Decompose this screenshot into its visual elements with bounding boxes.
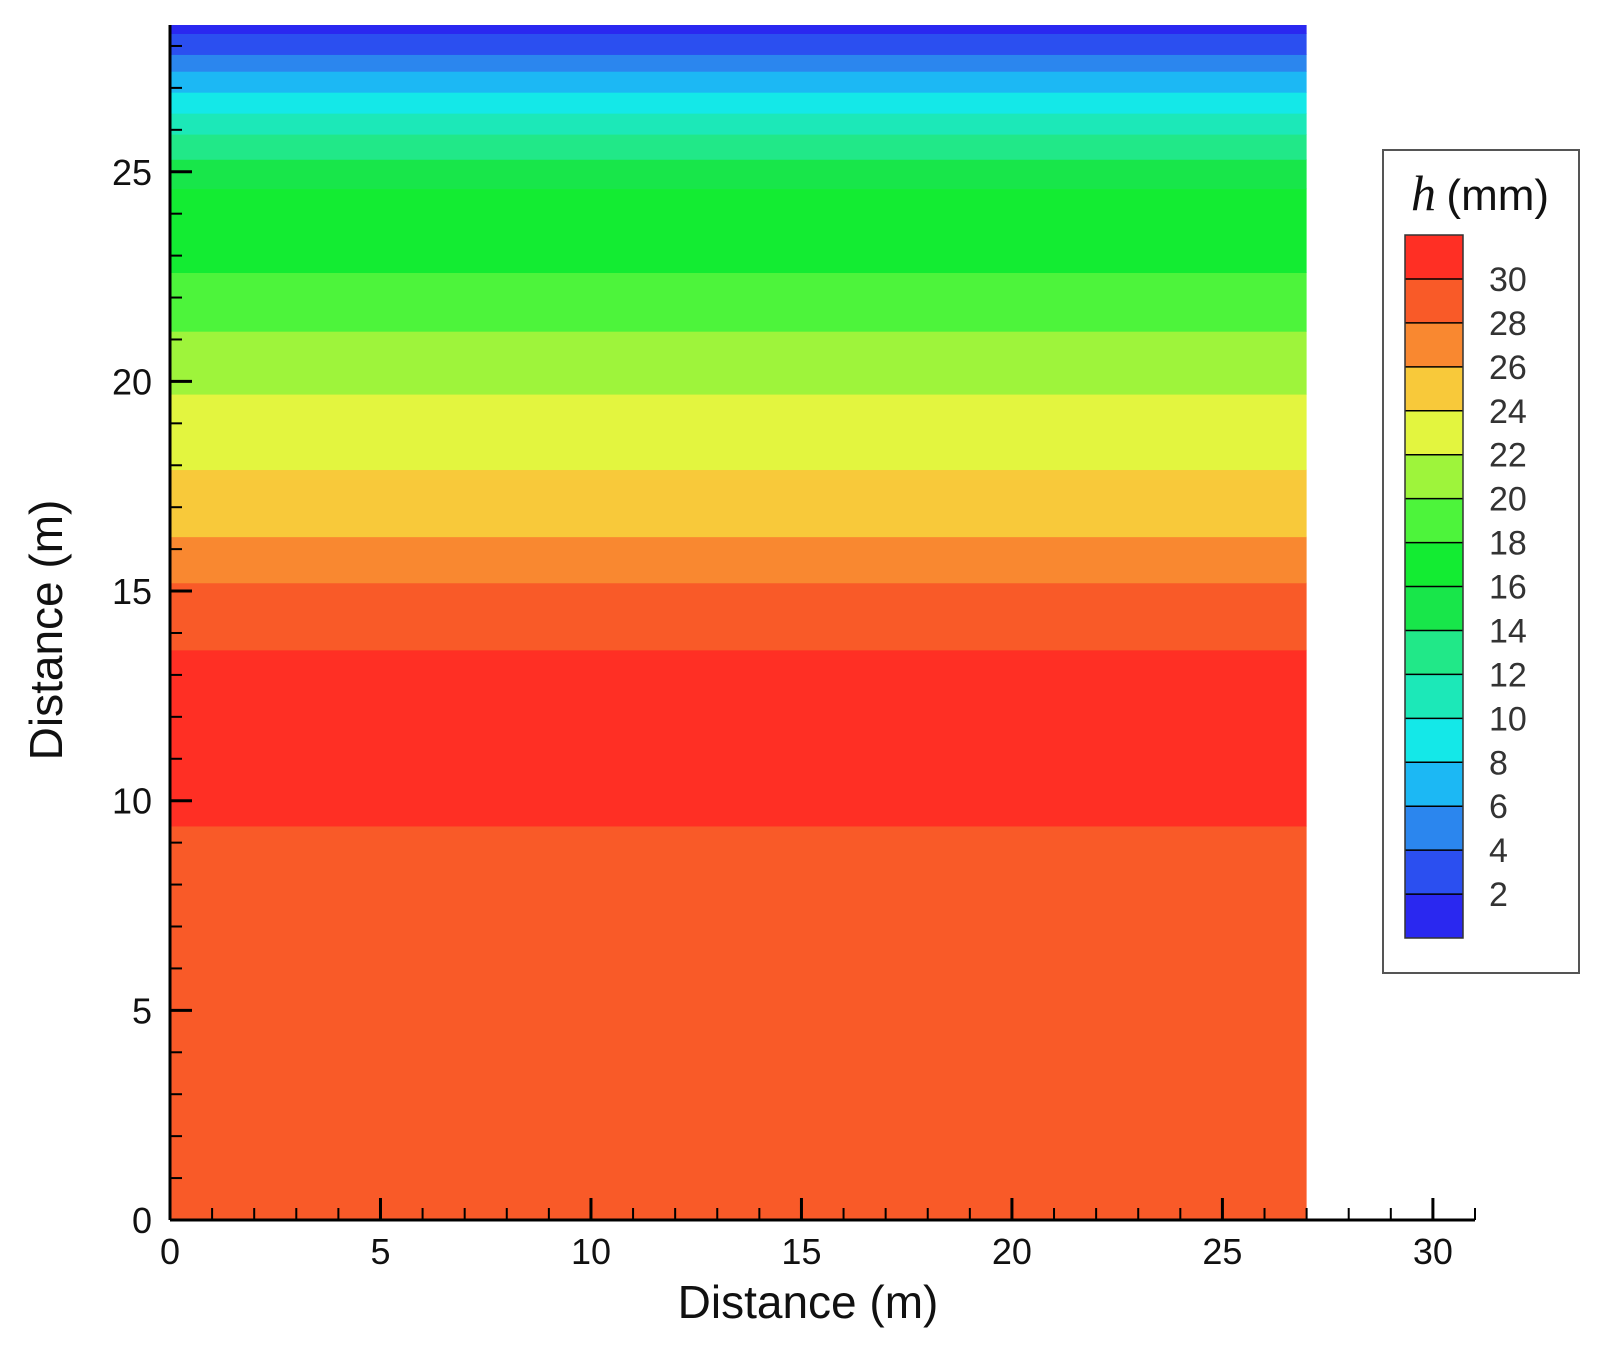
legend: h (mm) 30 28 26 24 22 20 18 16 14 12 10 8 6 4 2	[1382, 149, 1580, 974]
legend-title-symbol: h	[1411, 165, 1436, 221]
x-axis-title: Distance (m)	[678, 1276, 939, 1328]
contour-band	[170, 33, 1307, 55]
legend-swatch	[1405, 586, 1463, 631]
y-tick-label: 10	[112, 781, 152, 822]
contour-band	[170, 71, 1307, 93]
legend-level-label: 24	[1489, 393, 1527, 431]
legend-level-label: 10	[1489, 700, 1527, 738]
legend-level-label: 30	[1489, 261, 1527, 299]
legend-level-label: 20	[1489, 481, 1527, 519]
legend-swatch	[1405, 322, 1463, 368]
contour-band	[170, 159, 1307, 190]
legend-swatch	[1405, 454, 1463, 500]
legend-swatch	[1405, 235, 1463, 280]
legend-level-label: 12	[1489, 656, 1527, 694]
legend-level-label: 4	[1489, 832, 1508, 870]
y-axis-title: Distance (m)	[20, 500, 72, 761]
y-tick-label: 0	[132, 1200, 152, 1241]
legend-level-label: 22	[1489, 437, 1527, 475]
legend-level-label: 2	[1489, 876, 1508, 914]
contour-band	[170, 582, 1307, 651]
x-tick-label: 15	[781, 1231, 821, 1272]
legend-title-unit: (mm)	[1446, 171, 1549, 220]
legend-swatch	[1405, 806, 1463, 851]
legend-bar-outline	[1404, 234, 1464, 939]
x-tick-label: 10	[571, 1231, 611, 1272]
legend-swatch	[1405, 278, 1463, 324]
contour-band	[170, 25, 1307, 34]
y-tick-label: 20	[112, 361, 152, 402]
legend-swatch	[1405, 850, 1463, 895]
contour-band	[170, 469, 1307, 538]
contour-band	[170, 331, 1307, 395]
legend-swatches	[1404, 234, 1464, 939]
legend-swatch	[1405, 630, 1463, 675]
legend-swatch	[1405, 894, 1463, 939]
legend-swatch	[1405, 542, 1463, 587]
y-tick-label: 15	[112, 571, 152, 612]
contour-band	[170, 134, 1307, 160]
contour-band	[170, 649, 1307, 827]
x-tick-label: 20	[992, 1231, 1032, 1272]
contour-band	[170, 393, 1307, 471]
legend-level-label: 26	[1489, 349, 1527, 387]
legend-swatch	[1405, 498, 1463, 544]
x-tick-labels: 0 5 10 15 20 25 30	[160, 1231, 1453, 1272]
x-tick-label: 30	[1413, 1231, 1453, 1272]
y-tick-label: 5	[132, 990, 152, 1031]
contour-band	[170, 113, 1307, 135]
x-tick-label: 0	[160, 1231, 180, 1272]
contour-band	[170, 825, 1307, 1221]
y-tick-labels: 0 5 10 15 20 25	[112, 152, 152, 1241]
legend-level-label: 16	[1489, 569, 1527, 607]
legend-swatch	[1405, 718, 1463, 763]
axes	[168, 25, 1476, 1222]
contour-band	[170, 92, 1307, 114]
legend-labels: 30 28 26 24 22 20 18 16 14 12 10 8 6 4 2	[1489, 261, 1527, 914]
contour-bands	[170, 25, 1307, 1221]
legend-level-label: 8	[1489, 744, 1508, 782]
x-tick-label: 25	[1202, 1231, 1242, 1272]
y-tick-label: 25	[112, 152, 152, 193]
contour-band	[170, 536, 1307, 584]
contour-band	[170, 188, 1307, 273]
legend-level-label: 28	[1489, 305, 1527, 343]
legend-swatch	[1405, 674, 1463, 719]
legend-swatch	[1405, 762, 1463, 807]
contour-band	[170, 272, 1307, 332]
legend-swatch	[1405, 366, 1463, 412]
x-tick-label: 5	[370, 1231, 390, 1272]
contour-band	[170, 54, 1307, 72]
legend-title: h (mm)	[1411, 165, 1549, 221]
legend-swatch	[1405, 410, 1463, 456]
legend-level-label: 18	[1489, 525, 1527, 563]
legend-level-label: 14	[1489, 612, 1527, 650]
legend-level-label: 6	[1489, 788, 1508, 826]
